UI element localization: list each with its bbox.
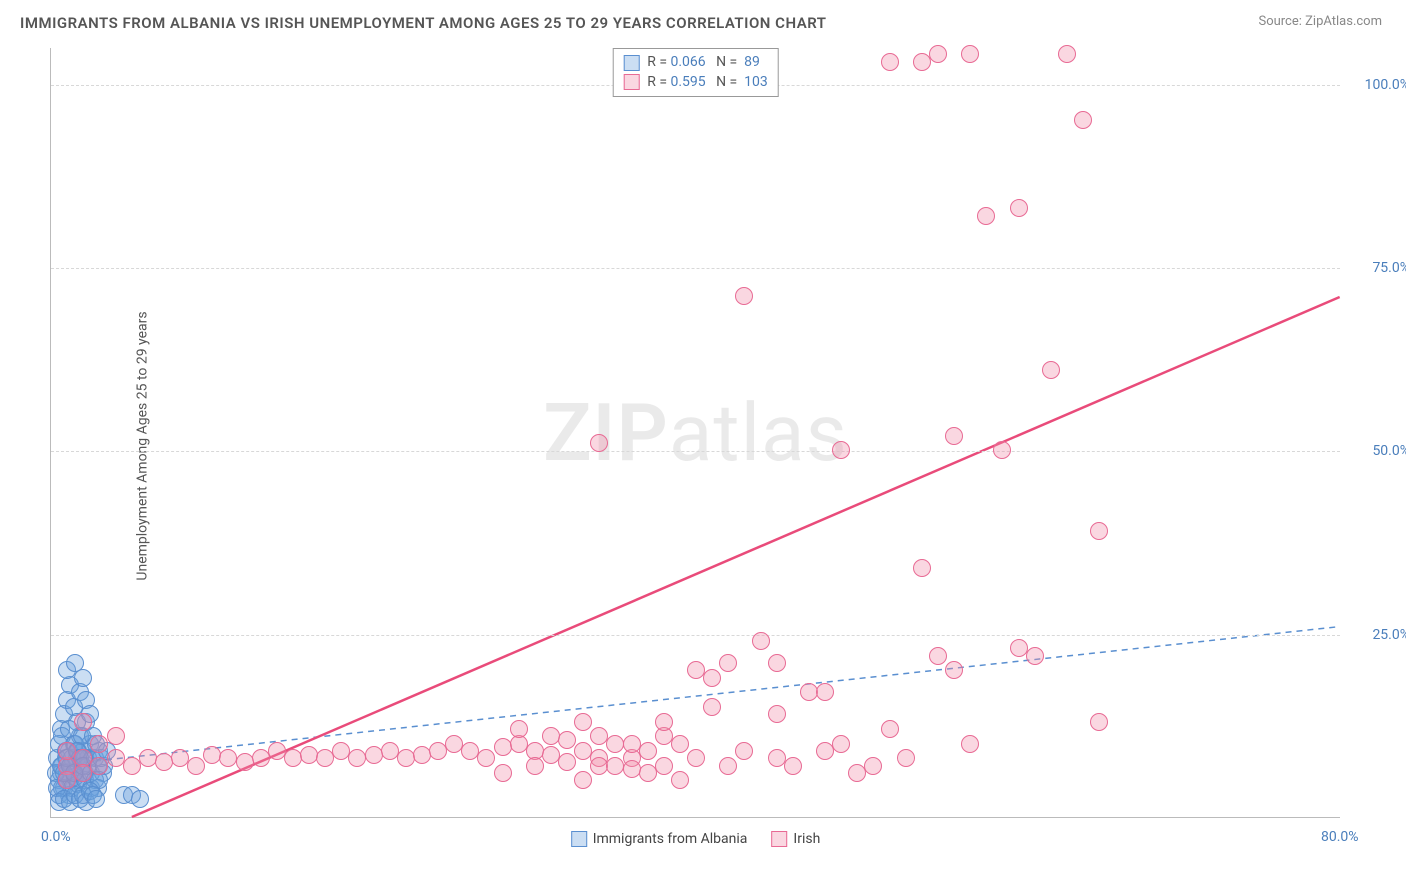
chart-title: IMMIGRANTS FROM ALBANIA VS IRISH UNEMPLO… [20,14,827,32]
data-point [477,749,495,767]
legend-swatch [623,55,639,71]
data-point [58,742,76,760]
trend-lines [51,48,1340,817]
data-point [671,735,689,753]
data-point [945,661,963,679]
data-point [945,427,963,445]
data-point [574,771,592,789]
data-point [735,742,753,760]
legend-swatch [771,831,787,847]
data-point [1026,647,1044,665]
legend-stat-text: R = 0.595 N = 103 [647,73,768,93]
data-point [219,749,237,767]
y-tick-label: 25.0% [1350,627,1406,643]
data-point [574,713,592,731]
y-tick-label: 75.0% [1350,260,1406,276]
legend-series-label: Immigrants from Albania [593,831,748,847]
data-point [639,742,657,760]
data-point [590,727,608,745]
gridline [51,268,1340,269]
data-point [703,698,721,716]
data-point [735,287,753,305]
source-label: Source: ZipAtlas.com [1258,14,1382,29]
legend-swatch [571,831,587,847]
data-point [961,735,979,753]
trend-line [132,297,1340,817]
data-point [832,441,850,459]
legend-stat-row: R = 0.066 N = 89 [623,53,768,73]
data-point [1090,713,1108,731]
data-point [832,735,850,753]
data-point [74,764,92,782]
data-point [687,749,705,767]
data-point [300,746,318,764]
data-point [655,757,673,775]
legend-series-label: Irish [793,831,820,847]
data-point [719,654,737,672]
data-point [58,771,76,789]
y-tick-label: 100.0% [1350,77,1406,93]
legend-stats: R = 0.066 N = 89R = 0.595 N = 103 [612,48,779,97]
data-point [74,713,92,731]
legend-stat-row: R = 0.595 N = 103 [623,73,768,93]
data-point [66,654,84,672]
data-point [510,720,528,738]
data-point [1090,522,1108,540]
data-point [864,757,882,775]
data-point [977,207,995,225]
data-point [1010,199,1028,217]
data-point [784,757,802,775]
data-point [107,727,125,745]
legend-stat-text: R = 0.066 N = 89 [647,53,760,73]
legend-series: Immigrants from Albania Irish [571,831,821,847]
data-point [187,757,205,775]
legend-series-item: Irish [771,831,820,847]
data-point [623,760,641,778]
data-point [768,705,786,723]
gridline [51,635,1340,636]
data-point [558,731,576,749]
data-point [558,753,576,771]
data-point [1042,361,1060,379]
data-point [768,654,786,672]
data-point [131,790,149,808]
data-point [526,757,544,775]
data-point [703,669,721,687]
data-point [719,757,737,775]
data-point [752,632,770,650]
data-point [913,559,931,577]
data-point [623,735,641,753]
trend-line [51,627,1339,766]
data-point [494,764,512,782]
legend-series-item: Immigrants from Albania [571,831,748,847]
data-point [542,727,560,745]
data-point [606,757,624,775]
data-point [203,746,221,764]
plot-area: ZIPatlas R = 0.066 N = 89R = 0.595 N = 1… [50,48,1340,818]
gridline [51,451,1340,452]
data-point [590,434,608,452]
data-point [993,441,1011,459]
data-point [87,790,105,808]
x-tick-label: 0.0% [41,829,71,845]
y-tick-label: 50.0% [1350,443,1406,459]
data-point [139,749,157,767]
data-point [929,647,947,665]
data-point [816,683,834,701]
legend-swatch [623,74,639,90]
data-point [881,53,899,71]
x-tick-label: 80.0% [1321,829,1359,845]
data-point [1074,111,1092,129]
watermark: ZIPatlas [543,386,848,480]
data-point [671,771,689,789]
data-point [881,720,899,738]
data-point [655,713,673,731]
data-point [961,45,979,63]
data-point [929,45,947,63]
data-point [1058,45,1076,63]
data-point [897,749,915,767]
